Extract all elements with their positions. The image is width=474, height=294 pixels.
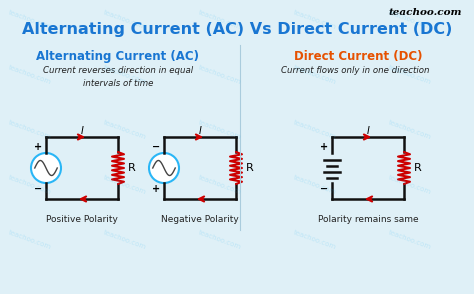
Text: R: R — [414, 163, 422, 173]
Text: teachoo.com: teachoo.com — [8, 119, 52, 141]
Text: teachoo.com: teachoo.com — [198, 174, 242, 196]
Text: I: I — [81, 126, 83, 136]
Text: I: I — [366, 126, 369, 136]
Text: Current reverses direction in equal
intervals of time: Current reverses direction in equal inte… — [43, 66, 193, 88]
Text: teachoo.com: teachoo.com — [198, 64, 242, 86]
Text: Positive Polarity: Positive Polarity — [46, 215, 118, 224]
Text: Alternating Current (AC) Vs Direct Current (DC): Alternating Current (AC) Vs Direct Curre… — [22, 22, 452, 37]
Text: −: − — [152, 142, 160, 152]
Text: teachoo.com: teachoo.com — [103, 119, 147, 141]
Text: Alternating Current (AC): Alternating Current (AC) — [36, 50, 200, 63]
Text: Polarity remains same: Polarity remains same — [318, 215, 419, 224]
Text: R: R — [128, 163, 136, 173]
Text: +: + — [34, 142, 42, 152]
Text: teachoo.com: teachoo.com — [8, 229, 52, 250]
Text: teachoo.com: teachoo.com — [388, 119, 432, 141]
Text: R: R — [246, 163, 254, 173]
Text: Direct Current (DC): Direct Current (DC) — [294, 50, 422, 63]
Text: teachoo.com: teachoo.com — [198, 119, 242, 141]
Circle shape — [149, 153, 179, 183]
Text: teachoo.com: teachoo.com — [293, 119, 337, 141]
Text: Current flows only in one direction: Current flows only in one direction — [281, 66, 429, 75]
Text: teachoo.com: teachoo.com — [8, 9, 52, 31]
Text: +: + — [152, 184, 160, 194]
Text: teachoo.com: teachoo.com — [198, 229, 242, 250]
Text: teachoo.com: teachoo.com — [388, 9, 432, 31]
Text: teachoo.com: teachoo.com — [103, 229, 147, 250]
Text: teachoo.com: teachoo.com — [293, 9, 337, 31]
Text: teachoo.com: teachoo.com — [198, 9, 242, 31]
Text: teachoo.com: teachoo.com — [293, 174, 337, 196]
Text: teachoo.com: teachoo.com — [389, 8, 462, 17]
Text: teachoo.com: teachoo.com — [293, 64, 337, 86]
Circle shape — [31, 153, 61, 183]
Text: −: − — [34, 184, 42, 194]
Text: teachoo.com: teachoo.com — [103, 174, 147, 196]
Text: teachoo.com: teachoo.com — [388, 64, 432, 86]
Text: +: + — [320, 142, 328, 152]
Text: teachoo.com: teachoo.com — [103, 64, 147, 86]
Text: −: − — [320, 184, 328, 194]
Text: teachoo.com: teachoo.com — [8, 174, 52, 196]
Text: Negative Polarity: Negative Polarity — [161, 215, 239, 224]
Text: teachoo.com: teachoo.com — [103, 9, 147, 31]
Text: teachoo.com: teachoo.com — [293, 229, 337, 250]
Text: teachoo.com: teachoo.com — [388, 174, 432, 196]
Text: I: I — [199, 126, 201, 136]
Text: teachoo.com: teachoo.com — [388, 229, 432, 250]
Text: teachoo.com: teachoo.com — [8, 64, 52, 86]
